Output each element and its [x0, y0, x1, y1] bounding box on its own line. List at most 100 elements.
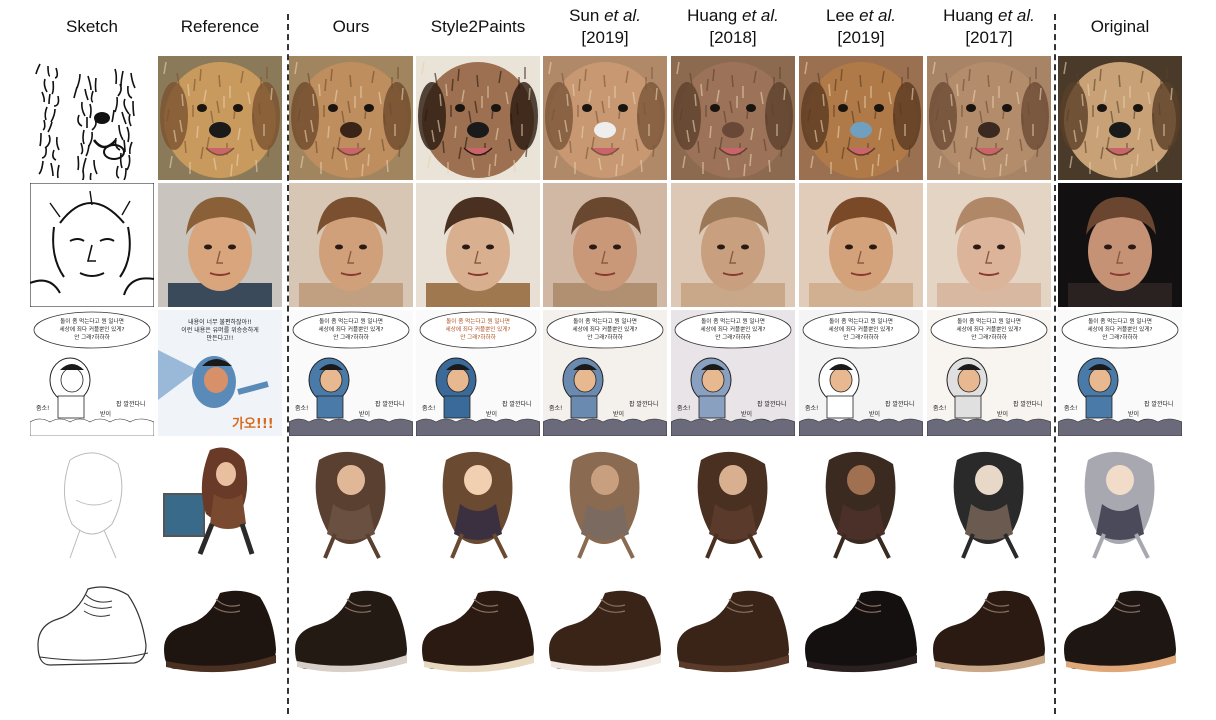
anime-sketch-image [30, 440, 154, 562]
svg-text:이런 내용은 유머를 위승승하게: 이런 내용은 유머를 위승승하게 [181, 326, 258, 334]
column-header-sketch: Sketch [24, 0, 160, 54]
column-method-name: Huang [687, 6, 738, 25]
svg-text:받이: 받이 [869, 410, 880, 418]
column-header-year: [2017] [965, 28, 1013, 47]
column-header-lee2019: Lee et al. [2019] [793, 0, 929, 54]
svg-text:세상에 죄다 커플뿐인 있게?: 세상에 죄다 커플뿐인 있게? [701, 325, 766, 333]
face-reference-image [158, 183, 282, 307]
svg-text:받이: 받이 [100, 410, 111, 418]
svg-text:받이: 받이 [486, 410, 497, 418]
shoe-lee2019-image [799, 565, 923, 693]
svg-text:돌이 좀 먹는다고 뭔 일나면: 돌이 좀 먹는다고 뭔 일나면 [957, 317, 1021, 325]
column-etal: et al. [859, 6, 896, 25]
svg-text:돌이 좀 먹는다고 뭔 일나면: 돌이 좀 먹는다고 뭔 일나면 [829, 317, 893, 325]
dog-lee2019-image [799, 56, 923, 180]
svg-text:내용이 너무 불편하잖아!!: 내용이 너무 불편하잖아!! [188, 318, 252, 326]
svg-text:받이: 받이 [1128, 410, 1139, 418]
svg-text:안 그래?하하하: 안 그래?하하하 [460, 333, 496, 341]
svg-text:받이: 받이 [613, 410, 624, 418]
svg-text:줌소!: 줌소! [36, 405, 49, 412]
anime-huang2018-image [671, 440, 795, 562]
dog-reference-image [158, 56, 282, 180]
column-method-name: Huang [943, 6, 994, 25]
column-header-year: [2018] [709, 28, 757, 47]
column-method-name: Lee [826, 6, 855, 25]
dog-style2paints-image [416, 56, 540, 180]
svg-text:줌소!: 줌소! [933, 405, 946, 412]
column-header-huang2017: Huang et al. [2017] [921, 0, 1057, 54]
column-header-label: Sketch [66, 16, 118, 38]
shoe-huang2018-image [671, 565, 795, 693]
svg-text:안 그래?하하하: 안 그래?하하하 [843, 333, 879, 341]
face-lee2019-image [799, 183, 923, 307]
comic-lee2019-image: 돌이 좀 먹는다고 뭔 일나면 세상에 죄다 커플뿐인 있게? 안 그래?하하하… [799, 310, 923, 436]
column-header-label: Reference [181, 16, 259, 38]
svg-text:돌이 좀 먹는다고 뭔 일나면: 돌이 좀 먹는다고 뭔 일나면 [319, 317, 383, 325]
svg-text:세상에 죄다 커플뿐인 있게?: 세상에 죄다 커플뿐인 있게? [829, 325, 894, 333]
svg-text:세상에 죄다 커플뿐인 있게?: 세상에 죄다 커플뿐인 있게? [957, 325, 1022, 333]
column-header-original: Original [1052, 0, 1188, 54]
column-method-name: Sun [569, 6, 600, 25]
shoe-sun2019-image [543, 565, 667, 693]
svg-text:돌이 좀 먹는다고 뭔 일나면: 돌이 좀 먹는다고 뭔 일나면 [446, 317, 510, 325]
column-etal: et al. [997, 6, 1035, 25]
svg-text:안 그래?하하하: 안 그래?하하하 [971, 333, 1007, 341]
divider-after-reference [287, 14, 289, 714]
svg-text:줌소!: 줌소! [1064, 405, 1077, 412]
svg-text:세상에 죄다 커플뿐인 있게?: 세상에 죄다 커플뿐인 있게? [446, 325, 511, 333]
comic-huang2018-image: 돌이 좀 먹는다고 뭔 일나면 세상에 죄다 커플뿐인 있게? 안 그래?하하하… [671, 310, 795, 436]
comic-style2paints-image: 돌이 좀 먹는다고 뭔 일나면 세상에 죄다 커플뿐인 있게? 안 그래?하하하… [416, 310, 540, 436]
svg-text:안 그래?하하하: 안 그래?하하하 [587, 333, 623, 341]
svg-text:줌소!: 줌소! [805, 405, 818, 412]
face-sun2019-image [543, 183, 667, 307]
svg-text:받이: 받이 [741, 410, 752, 418]
dog-original-image [1058, 56, 1182, 180]
svg-text:가오!!!: 가오!!! [232, 417, 274, 432]
anime-huang2017-image [927, 440, 1051, 562]
anime-reference-image [158, 440, 282, 562]
dog-sun2019-image [543, 56, 667, 180]
svg-text:팝 깔깐다니: 팝 깔깐다니 [375, 400, 405, 408]
svg-text:돌이 좀 먹는다고 뭔 일나면: 돌이 좀 먹는다고 뭔 일나면 [573, 317, 637, 325]
svg-text:줌소!: 줌소! [549, 405, 562, 412]
svg-text:돌이 좀 먹는다고 뭔 일나면: 돌이 좀 먹는다고 뭔 일나면 [701, 317, 765, 325]
svg-text:팝 깔깐다니: 팝 깔깐다니 [757, 400, 787, 408]
column-header-label: Huang et al. [687, 5, 779, 27]
shoe-sketch-image [30, 565, 154, 693]
column-header-label: Ours [333, 16, 370, 38]
shoe-original-image [1058, 565, 1182, 693]
column-header-year: [2019] [837, 28, 885, 47]
dog-huang2017-image [927, 56, 1051, 180]
shoe-ours-image [289, 565, 413, 693]
shoe-huang2017-image [927, 565, 1051, 693]
dog-huang2018-image [671, 56, 795, 180]
shoe-style2paints-image [416, 565, 540, 693]
svg-text:돌이 좀 먹는다고 뭔 일나면: 돌이 좀 먹는다고 뭔 일나면 [60, 317, 124, 325]
anime-sun2019-image [543, 440, 667, 562]
column-etal: et al. [741, 6, 779, 25]
column-header-reference: Reference [152, 0, 288, 54]
column-header-label: Original [1091, 16, 1150, 38]
svg-text:안 그래?하하하: 안 그래?하하하 [715, 333, 751, 341]
svg-text:받이: 받이 [997, 410, 1008, 418]
column-header-style2paints: Style2Paints [410, 0, 546, 54]
svg-text:팝 깔깐다니: 팝 깔깐다니 [1144, 400, 1174, 408]
comic-original-image: 돌이 좀 먹는다고 뭔 일나면 세상에 죄다 커플뿐인 있게? 안 그래?하하하… [1058, 310, 1182, 436]
column-header-huang2018: Huang et al. [2018] [665, 0, 801, 54]
svg-text:만든다고!!: 만든다고!! [207, 334, 234, 342]
svg-text:세상에 죄다 커플뿐인 있게?: 세상에 죄다 커플뿐인 있게? [60, 325, 125, 333]
face-huang2018-image [671, 183, 795, 307]
svg-text:팝 깔깐다니: 팝 깔깐다니 [629, 400, 659, 408]
shoe-reference-image [158, 565, 282, 693]
comic-huang2017-image: 돌이 좀 먹는다고 뭔 일나면 세상에 죄다 커플뿐인 있게? 안 그래?하하하… [927, 310, 1051, 436]
column-method-name: Style2Paints [430, 17, 526, 36]
anime-original-image [1058, 440, 1182, 562]
column-header-ours: Ours [283, 0, 419, 54]
face-style2paints-image [416, 183, 540, 307]
svg-text:줌소!: 줌소! [677, 405, 690, 412]
anime-style2paints-image [416, 440, 540, 562]
face-sketch-image [30, 183, 154, 307]
divider-before-original [1054, 14, 1056, 714]
face-huang2017-image [927, 183, 1051, 307]
svg-text:안 그래?하하하: 안 그래?하하하 [333, 333, 369, 341]
